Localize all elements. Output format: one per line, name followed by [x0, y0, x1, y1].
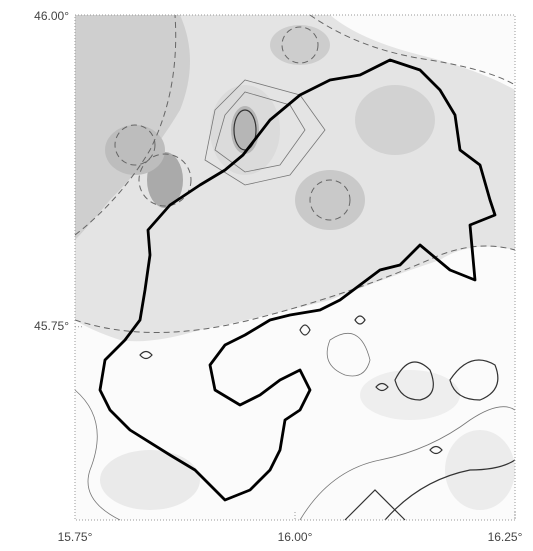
x-tick-label: 15.75° [58, 530, 93, 544]
y-tick-label: 45.75° [34, 319, 69, 333]
y-tick-label: 46.00° [34, 9, 69, 23]
x-tick-label: 16.00° [278, 530, 313, 544]
map: 15.75° 16.00° 16.25° 45.75° 46.00° [0, 0, 533, 551]
x-tick-label: 16.25° [488, 530, 523, 544]
